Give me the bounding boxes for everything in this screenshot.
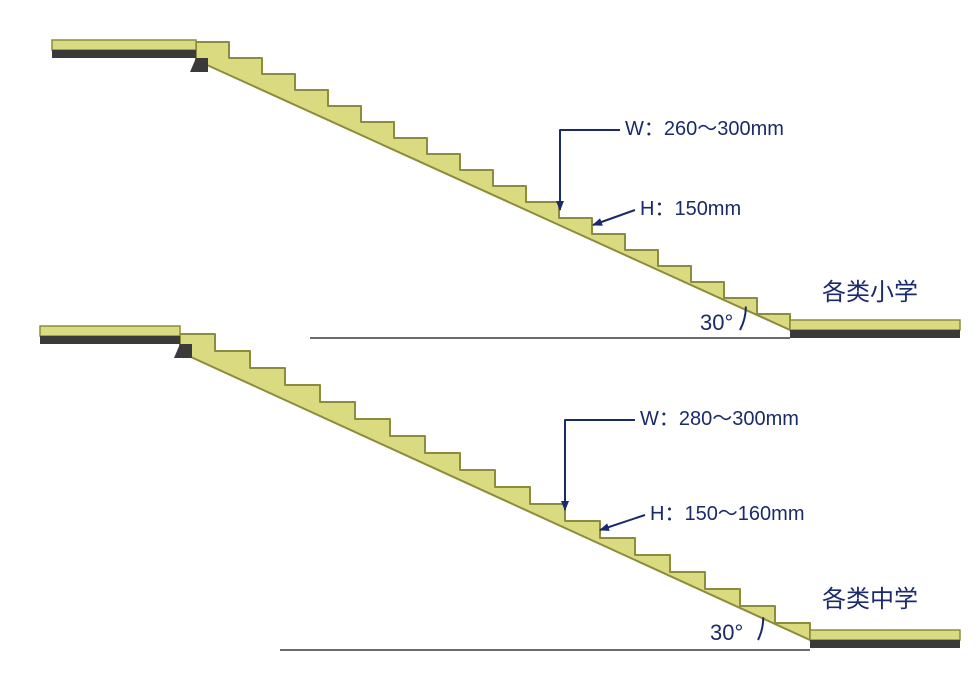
stair-body (196, 42, 790, 330)
top-landing-shadow (52, 50, 196, 58)
angle-label: 30° (710, 620, 743, 645)
tread-width-arrow (565, 420, 635, 510)
riser-height-arrow (593, 210, 635, 225)
angle-label: 30° (700, 310, 733, 335)
stair-body (180, 334, 810, 640)
top-landing-shadow (40, 336, 180, 344)
top-landing-nosing (174, 344, 192, 358)
bottom-landing-shadow (810, 640, 960, 648)
angle-arc (740, 307, 746, 330)
riser-height-label: H：150～160mm (650, 503, 805, 525)
top-landing (40, 326, 180, 336)
bottom-landing-shadow (790, 330, 960, 338)
bottom-landing (810, 630, 960, 640)
stair-title: 各类中学 (822, 586, 918, 613)
angle-arc (758, 617, 763, 640)
staircase-middle_school: 30° W：280～300mm H：150～160mm 各类中学 (40, 326, 960, 650)
stair-diagram-canvas: 30° W：260～300mm H：150mm 各类小学 30° W：280～300mm H… (0, 0, 978, 681)
tread-width-arrow (560, 130, 620, 210)
riser-height-label: H：150mm (640, 198, 741, 220)
stair-title: 各类小学 (822, 279, 918, 306)
bottom-landing (790, 320, 960, 330)
tread-width-label: W：280～300mm (640, 408, 799, 430)
top-landing (52, 40, 196, 50)
riser-height-arrow (600, 515, 645, 530)
staircase-primary_school: 30° W：260～300mm H：150mm 各类小学 (52, 40, 960, 338)
tread-width-label: W：260～300mm (625, 118, 784, 140)
top-landing-nosing (190, 58, 208, 72)
